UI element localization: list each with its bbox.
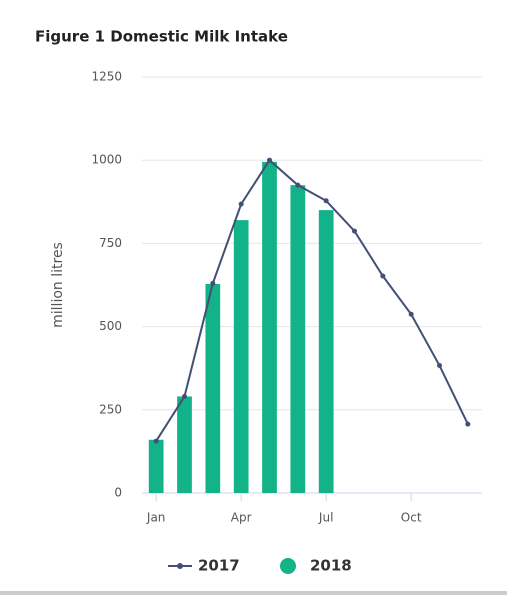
line: [155, 158, 469, 442]
x-tick-label: Oct: [401, 511, 422, 525]
bar: [177, 396, 192, 493]
legend-label: 2017: [198, 557, 240, 575]
y-tick-label: 1250: [91, 70, 122, 84]
bar: [205, 284, 221, 493]
x-tick-label: Jul: [318, 511, 333, 525]
point: [153, 438, 159, 444]
bar: [262, 161, 277, 493]
x-tick-label: Apr: [231, 511, 252, 525]
point: [295, 182, 301, 188]
point: [182, 393, 187, 399]
legend-label: 2018: [310, 557, 352, 575]
point: [267, 157, 272, 163]
legend-swatch: [177, 563, 183, 569]
chart-title: Figure 1 Domestic Milk Intake: [35, 28, 288, 46]
y-tick-label: 500: [99, 319, 122, 333]
point: [323, 198, 329, 204]
y-tick-label: 0: [114, 486, 122, 500]
bar: [318, 210, 334, 493]
point: [352, 228, 357, 234]
bar: [148, 439, 164, 493]
bar: [290, 185, 306, 493]
point: [408, 311, 414, 317]
y-tick-label: 250: [99, 402, 122, 416]
point: [437, 363, 442, 369]
point: [465, 421, 471, 427]
x-tick-label: Jan: [146, 511, 166, 525]
point: [380, 273, 386, 279]
bar: [233, 220, 249, 493]
point: [238, 201, 244, 207]
legend-swatch: [280, 558, 296, 574]
y-axis-label: million litres: [50, 242, 66, 328]
y-tick-label: 1000: [91, 153, 122, 167]
y-tick-label: 750: [99, 236, 122, 250]
point: [210, 280, 216, 286]
